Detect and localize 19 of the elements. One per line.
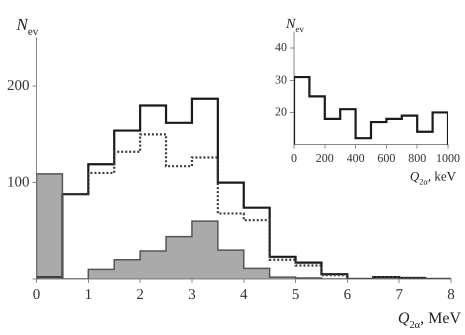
- x-tick-label: 400: [346, 150, 365, 165]
- x-tick-label: 6: [344, 286, 352, 303]
- x-tick-label: 200: [316, 150, 334, 165]
- x-tick-label: 4: [240, 286, 248, 303]
- x-tick-label: 7: [395, 286, 404, 303]
- y-tick-label: 30: [275, 72, 287, 86]
- y-tick-label: 40: [275, 40, 287, 54]
- x-tick-label: 0: [32, 286, 40, 303]
- x-tick-label: 3: [188, 286, 196, 303]
- x-tick-label: 0: [291, 150, 297, 165]
- x-tick-label: 8: [447, 286, 455, 303]
- x-tick-label: 600: [377, 150, 396, 165]
- x-tick-label: 2: [136, 286, 144, 303]
- y-tick-label: 20: [275, 104, 287, 119]
- x-tick-label: 5: [292, 286, 300, 303]
- x-tick-label: 1000: [436, 150, 460, 165]
- y-tick-label: 100: [7, 174, 30, 191]
- x-tick-label: 1: [84, 286, 92, 303]
- x-tick-label: 800: [408, 150, 426, 165]
